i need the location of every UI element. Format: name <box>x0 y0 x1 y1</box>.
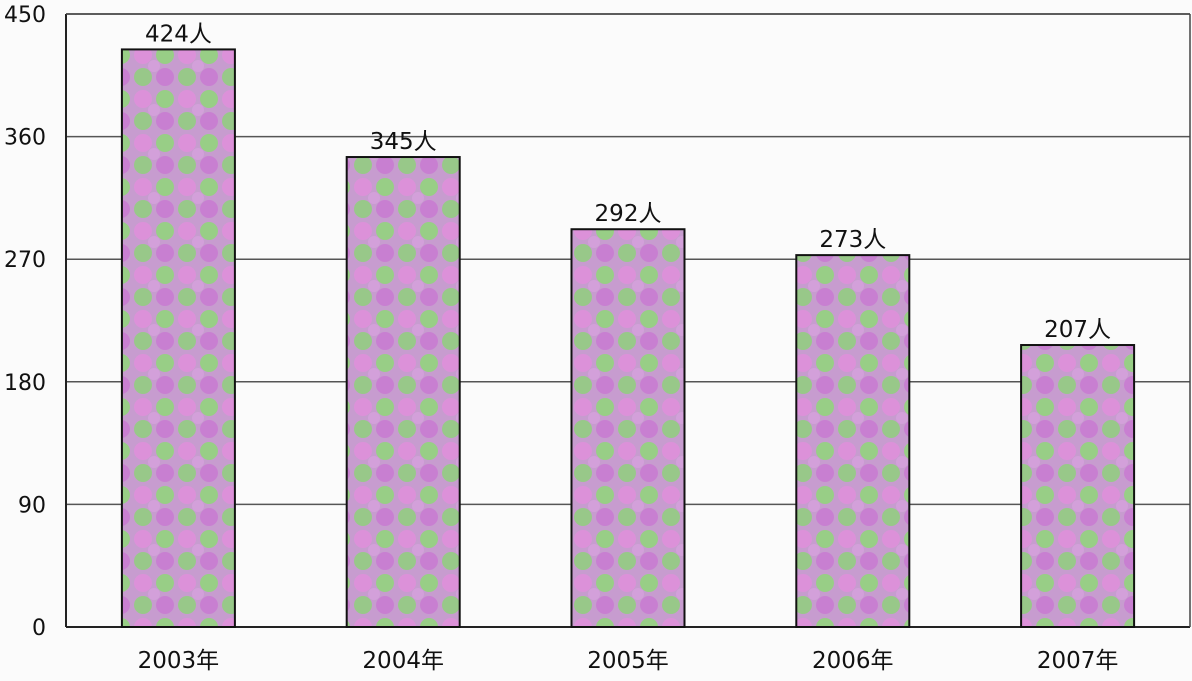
labels: 0 90 180 270 360 450 424人 2003年 345人 2004年 292人 200… <box>4 3 1118 674</box>
data-label-2004年: 345人 <box>370 129 437 155</box>
bar-2004年 <box>345 156 461 629</box>
y-tick-label-360: 360 <box>4 126 46 151</box>
bar-2006年 <box>795 254 911 628</box>
bar-2005年 <box>570 228 686 628</box>
x-tick-label-2003年: 2003年 <box>138 648 220 674</box>
y-tick-label-450: 450 <box>4 3 46 28</box>
y-tick-label-270: 270 <box>4 248 46 273</box>
bars <box>120 48 1136 629</box>
x-tick-label-2006年: 2006年 <box>812 648 894 674</box>
data-label-2005年: 292人 <box>595 201 662 227</box>
y-tick-label-0: 0 <box>32 616 46 641</box>
y-tick-label-90: 90 <box>18 493 46 518</box>
bar-2007年 <box>1020 344 1136 628</box>
x-tick-label-2007年: 2007年 <box>1037 648 1119 674</box>
data-label-2006年: 273人 <box>819 227 886 253</box>
y-tick-label-180: 180 <box>4 371 46 396</box>
x-tick-label-2005年: 2005年 <box>587 648 669 674</box>
data-label-2007年: 207人 <box>1044 317 1111 343</box>
bar-2003年 <box>120 48 236 628</box>
x-tick-label-2004年: 2004年 <box>362 648 444 674</box>
data-label-2003年: 424人 <box>145 21 212 47</box>
